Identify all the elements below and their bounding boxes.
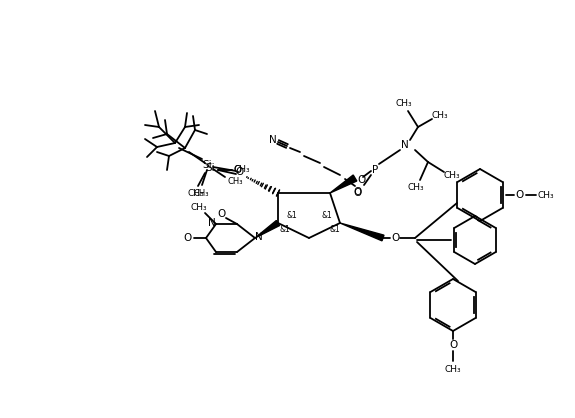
Text: CH₃: CH₃: [193, 189, 209, 197]
Text: &1: &1: [286, 211, 297, 219]
Text: O: O: [357, 175, 365, 185]
Text: N: N: [208, 218, 216, 228]
Text: O: O: [391, 233, 399, 243]
Text: CH₃: CH₃: [444, 364, 461, 374]
Text: O: O: [217, 209, 225, 219]
Text: CH₃: CH₃: [396, 99, 412, 107]
Text: O: O: [234, 165, 242, 175]
Text: CH₃: CH₃: [408, 184, 424, 193]
Polygon shape: [340, 223, 384, 241]
Text: Si: Si: [202, 160, 212, 170]
Text: P: P: [372, 165, 378, 175]
Text: Si: Si: [205, 163, 215, 173]
Text: O: O: [235, 167, 243, 177]
Text: CH₃: CH₃: [227, 176, 243, 186]
Text: CH₃: CH₃: [191, 202, 208, 212]
Text: CH₃: CH₃: [187, 189, 204, 199]
Text: N: N: [269, 135, 277, 145]
Text: &1: &1: [321, 211, 332, 219]
Text: O: O: [183, 233, 191, 243]
Text: CH₃: CH₃: [444, 171, 461, 181]
Text: CH₃: CH₃: [432, 110, 448, 120]
Text: &1: &1: [329, 225, 340, 234]
Text: O: O: [449, 340, 457, 350]
Text: &1: &1: [279, 225, 290, 234]
Text: O: O: [353, 187, 361, 197]
Text: N: N: [401, 140, 409, 150]
Text: CH₃: CH₃: [538, 191, 554, 199]
Text: CH₃: CH₃: [233, 166, 250, 174]
Text: O: O: [516, 190, 524, 200]
Text: N: N: [255, 232, 263, 242]
Polygon shape: [330, 175, 357, 193]
Text: O: O: [353, 188, 361, 198]
Polygon shape: [255, 220, 279, 238]
